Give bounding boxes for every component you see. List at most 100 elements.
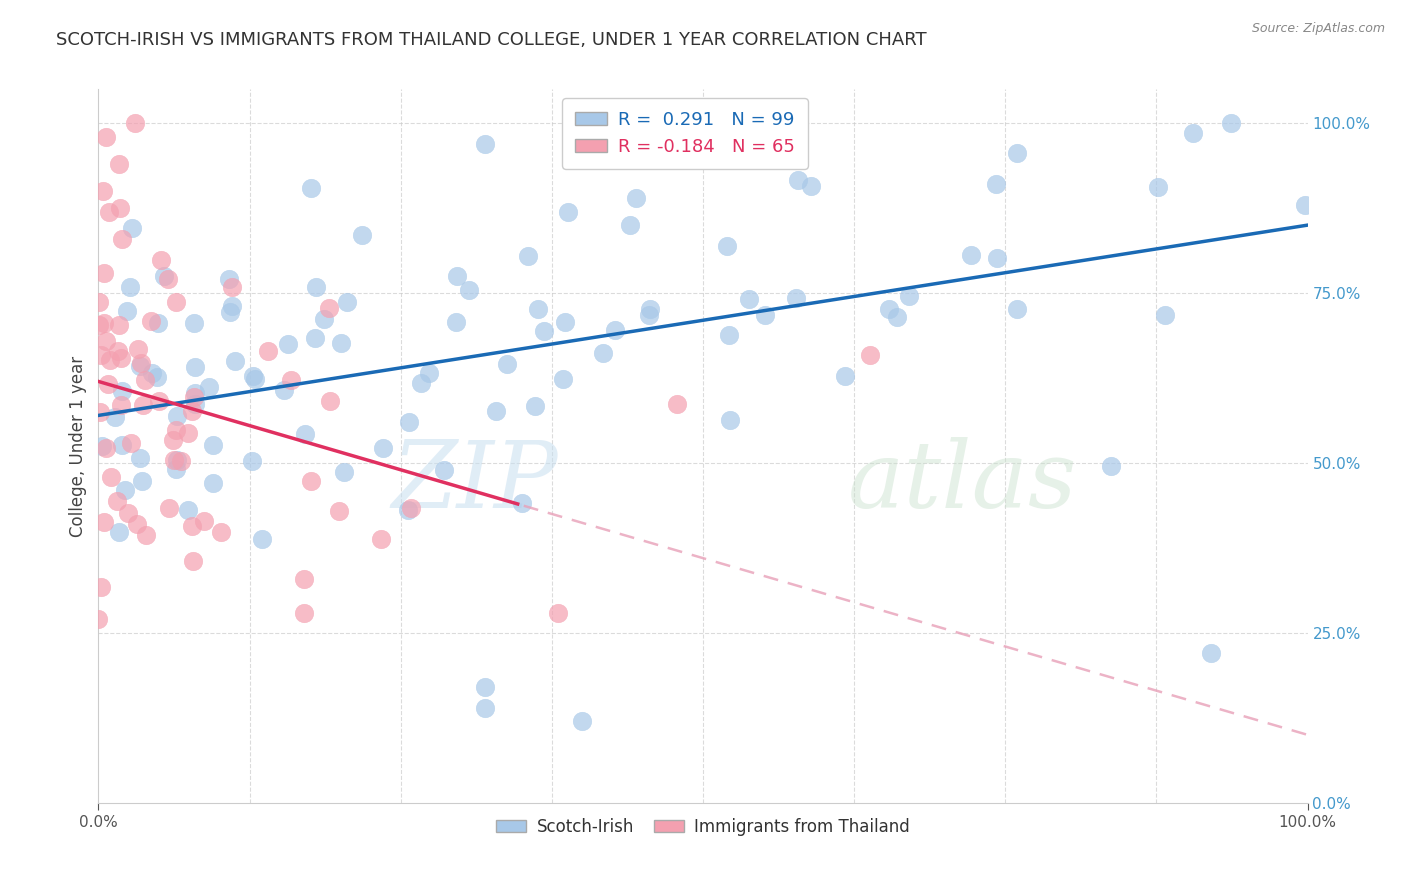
Point <box>89 295 111 310</box>
Point <box>156 272 179 286</box>
Point <box>409 376 432 391</box>
Point <box>153 269 176 284</box>
Point <box>91 184 114 198</box>
Point <box>1005 146 1028 161</box>
Point <box>299 474 322 488</box>
Point <box>91 439 114 453</box>
Point <box>330 335 353 350</box>
Point <box>93 266 115 280</box>
Point <box>184 386 207 401</box>
Point <box>146 369 169 384</box>
Point <box>446 268 468 283</box>
Point <box>111 438 134 452</box>
Point <box>181 554 204 568</box>
Point <box>177 502 200 516</box>
Point <box>139 314 162 328</box>
Point <box>148 394 170 409</box>
Point <box>485 404 508 418</box>
Point <box>619 218 641 232</box>
Point <box>114 483 136 497</box>
Point <box>318 301 340 315</box>
Point <box>304 330 326 344</box>
Point <box>183 391 205 405</box>
Point <box>97 204 120 219</box>
Point <box>305 280 328 294</box>
Point <box>474 700 496 714</box>
Point <box>107 343 129 358</box>
Point <box>141 366 163 380</box>
Point <box>516 249 538 263</box>
Point <box>592 345 614 359</box>
Point <box>1220 116 1243 130</box>
Point <box>97 376 120 391</box>
Point <box>184 360 207 375</box>
Text: atlas: atlas <box>848 437 1077 526</box>
Point <box>292 572 315 586</box>
Point <box>277 337 299 351</box>
Point <box>110 398 132 412</box>
Point <box>1005 301 1028 316</box>
Point <box>571 714 593 729</box>
Point <box>104 409 127 424</box>
Point <box>350 227 373 242</box>
Point <box>202 438 225 452</box>
Point <box>221 280 243 294</box>
Point <box>87 318 110 333</box>
Point <box>886 310 908 324</box>
Point <box>117 304 139 318</box>
Point <box>221 299 243 313</box>
Point <box>157 501 180 516</box>
Point <box>209 524 232 539</box>
Point <box>252 532 274 546</box>
Point <box>666 397 689 411</box>
Point <box>292 606 315 620</box>
Point <box>897 289 920 303</box>
Point <box>183 316 205 330</box>
Point <box>1154 308 1177 322</box>
Point <box>370 533 392 547</box>
Point <box>180 404 202 418</box>
Point <box>111 232 134 246</box>
Point <box>96 129 118 144</box>
Point <box>198 380 221 394</box>
Point <box>90 348 112 362</box>
Point <box>98 352 121 367</box>
Point <box>132 398 155 412</box>
Point <box>128 450 150 465</box>
Point <box>398 503 420 517</box>
Point <box>458 283 481 297</box>
Point <box>986 251 1008 265</box>
Point <box>108 202 131 216</box>
Text: Source: ZipAtlas.com: Source: ZipAtlas.com <box>1251 22 1385 36</box>
Point <box>510 496 533 510</box>
Point <box>800 178 823 193</box>
Point <box>1099 458 1122 473</box>
Point <box>879 301 901 316</box>
Point <box>1181 126 1204 140</box>
Point <box>785 291 807 305</box>
Point <box>163 452 186 467</box>
Point <box>638 308 661 322</box>
Point <box>93 316 115 330</box>
Point <box>105 493 128 508</box>
Point <box>150 252 173 267</box>
Point <box>1294 198 1316 212</box>
Point <box>524 399 547 413</box>
Point <box>299 181 322 195</box>
Point <box>984 177 1007 191</box>
Point <box>121 221 143 235</box>
Point <box>111 384 134 398</box>
Point <box>127 343 149 357</box>
Point <box>605 322 627 336</box>
Point <box>127 517 149 532</box>
Point <box>201 475 224 490</box>
Point <box>257 344 280 359</box>
Point <box>834 368 856 383</box>
Point <box>319 393 342 408</box>
Point <box>626 191 648 205</box>
Point <box>121 436 143 450</box>
Text: SCOTCH-IRISH VS IMMIGRANTS FROM THAILAND COLLEGE, UNDER 1 YEAR CORRELATION CHART: SCOTCH-IRISH VS IMMIGRANTS FROM THAILAND… <box>56 31 927 49</box>
Point <box>399 500 422 515</box>
Text: ZIP: ZIP <box>391 437 558 526</box>
Point <box>128 359 150 374</box>
